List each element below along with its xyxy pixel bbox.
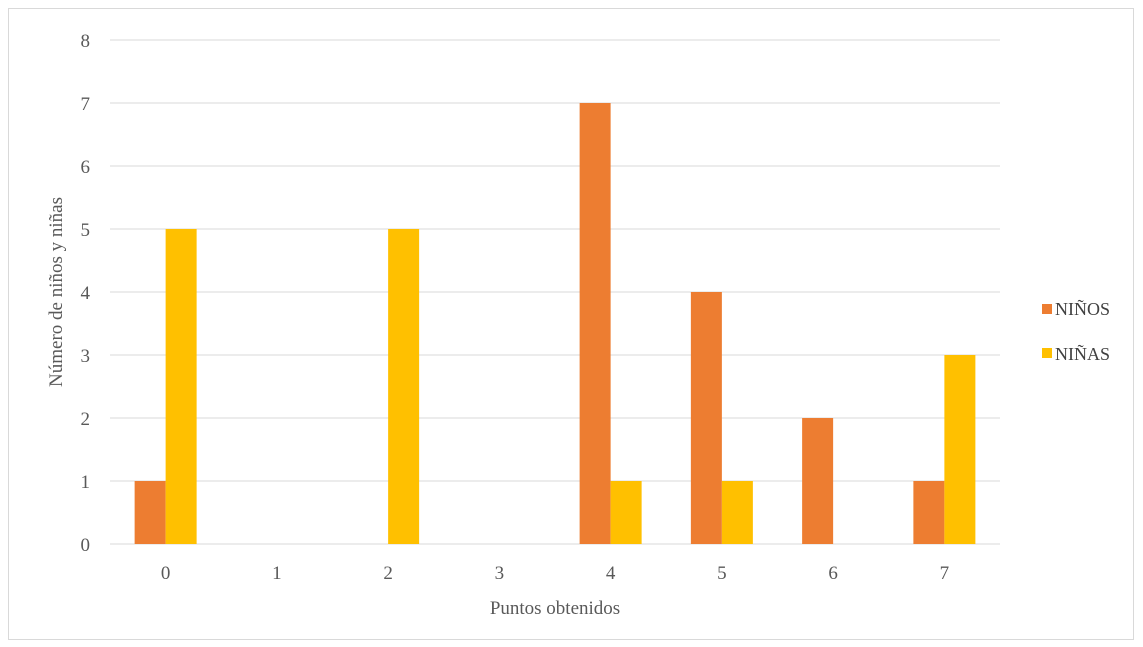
- y-tick-label: 4: [81, 283, 91, 304]
- x-tick-label: 4: [606, 563, 616, 584]
- x-tick-label: 7: [940, 563, 950, 584]
- legend-label-ninos: NIÑOS: [1055, 298, 1110, 319]
- y-axis-title: Número de niños y niñas: [46, 197, 67, 387]
- bar-ninas-0: [165, 229, 197, 544]
- y-tick-label: 1: [81, 472, 91, 493]
- x-axis-title: Puntos obtenidos: [490, 598, 620, 619]
- x-tick-label: 3: [495, 563, 505, 584]
- bar-ninas-7: [944, 355, 976, 544]
- bar-ninos-7: [913, 481, 945, 544]
- legend: NIÑOS NIÑAS: [1042, 298, 1110, 364]
- y-tick-label: 3: [81, 346, 91, 367]
- legend-label-ninas: NIÑAS: [1055, 343, 1110, 364]
- y-axis-ticks: 0 1 2 3 4 5 6 7 8: [81, 31, 91, 556]
- y-tick-label: 2: [81, 409, 91, 430]
- y-tick-label: 5: [81, 220, 91, 241]
- y-tick-label: 8: [81, 31, 91, 52]
- x-axis-ticks: 0 1 2 3 4 5 6 7: [161, 563, 949, 584]
- legend-swatch-ninos: [1042, 304, 1052, 314]
- bar-ninos-5: [690, 292, 722, 544]
- x-tick-label: 6: [828, 563, 838, 584]
- bar-ninos-4: [579, 103, 611, 544]
- bar-ninas-4: [610, 481, 642, 544]
- x-tick-label: 5: [717, 563, 727, 584]
- bar-ninas-5: [721, 481, 753, 544]
- x-tick-label: 1: [272, 563, 282, 584]
- bar-ninos-6: [802, 418, 834, 544]
- y-tick-label: 6: [81, 157, 91, 178]
- legend-swatch-ninas: [1042, 348, 1052, 358]
- x-tick-label: 2: [383, 563, 393, 584]
- gridlines: [110, 39, 1000, 545]
- y-tick-label: 0: [81, 535, 91, 556]
- bar-ninos-0: [134, 481, 166, 544]
- bars: [134, 103, 976, 544]
- bar-ninas-2: [388, 229, 420, 544]
- y-tick-label: 7: [81, 94, 91, 115]
- x-tick-label: 0: [161, 563, 171, 584]
